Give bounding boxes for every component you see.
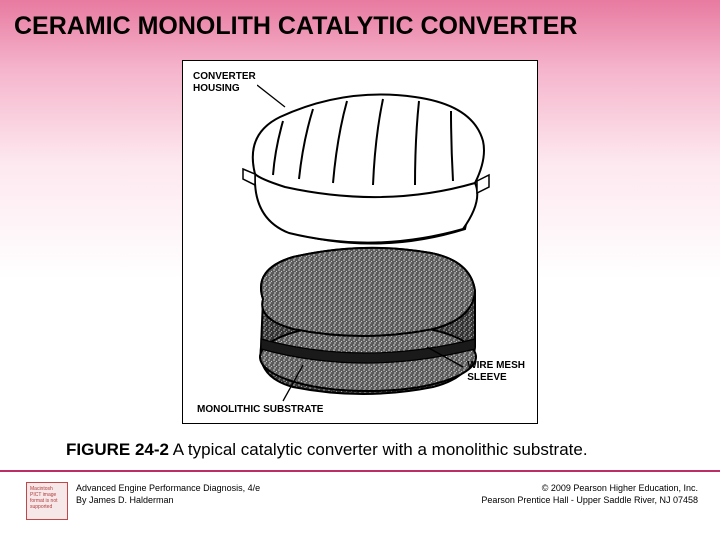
- footer: Macintosh PICT image format is not suppo…: [0, 470, 720, 540]
- publisher-badge-icon: Macintosh PICT image format is not suppo…: [26, 482, 68, 520]
- publisher-address: Pearson Prentice Hall - Upper Saddle Riv…: [481, 495, 698, 505]
- diagram-figure: CONVERTER HOUSING: [182, 60, 538, 424]
- figure-number: FIGURE 24-2: [66, 440, 169, 459]
- copyright: © 2009 Pearson Higher Education, Inc.: [542, 483, 698, 493]
- footer-right-text: © 2009 Pearson Higher Education, Inc. Pe…: [481, 482, 698, 506]
- label-wire-mesh-sleeve: WIRE MESH SLEEVE: [467, 360, 525, 383]
- figure-caption: FIGURE 24-2 A typical catalytic converte…: [66, 440, 588, 460]
- converter-housing-icon: [225, 79, 495, 254]
- author: By James D. Halderman: [76, 495, 174, 505]
- leader-line-icon: [279, 363, 309, 403]
- footer-divider: [0, 470, 720, 472]
- footer-left-text: Advanced Engine Performance Diagnosis, 4…: [76, 482, 260, 506]
- page-title: CERAMIC MONOLITH CATALYTIC CONVERTER: [14, 12, 577, 41]
- label-monolithic-substrate: MONOLITHIC SUBSTRATE: [197, 404, 323, 416]
- book-title: Advanced Engine Performance Diagnosis, 4…: [76, 483, 260, 493]
- figure-text: A typical catalytic converter with a mon…: [169, 440, 588, 459]
- leader-line-icon: [425, 343, 465, 371]
